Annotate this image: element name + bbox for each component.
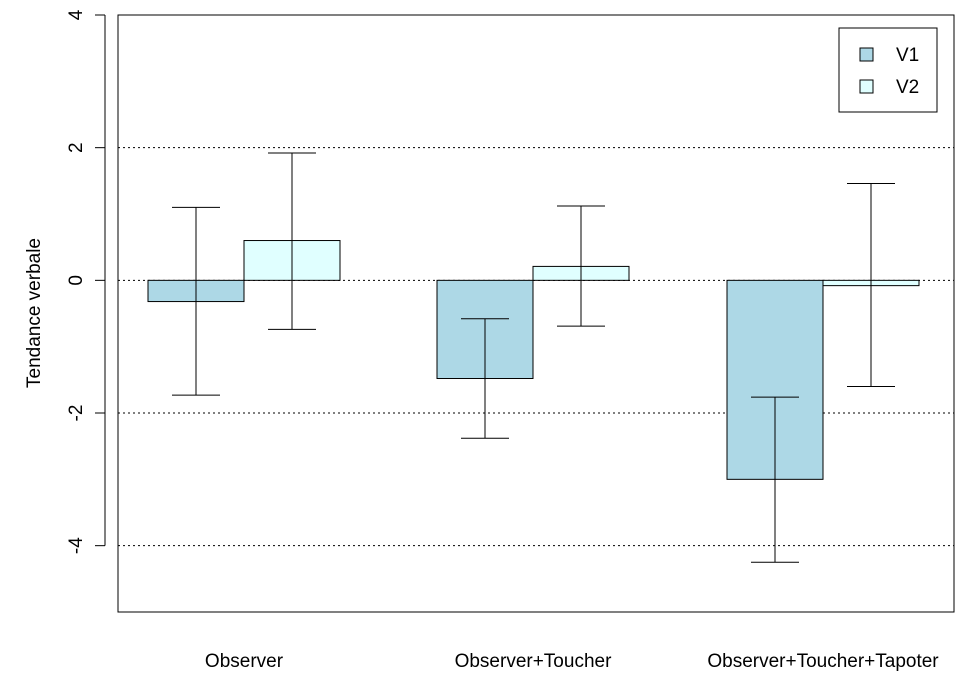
- legend-label-v1: V1: [896, 45, 919, 66]
- error-bars: [172, 152, 895, 563]
- gridlines: [118, 147, 954, 547]
- bars: [147, 240, 920, 480]
- plot-frame: [117, 14, 955, 613]
- legend-label-v2: V2: [896, 77, 919, 98]
- y-tick-label: 4: [66, 9, 87, 20]
- y-tick-label: 2: [66, 142, 87, 153]
- x-category-label: Observer: [205, 651, 284, 672]
- x-category-label: Observer+Toucher: [455, 651, 612, 672]
- legend-swatch-v1: [859, 47, 874, 62]
- legend-box: [838, 27, 938, 113]
- y-tick-label: -2: [66, 405, 87, 422]
- y-axis: -4 -2 0 2 4: [66, 9, 106, 554]
- y-axis-title: Tendance verbale: [24, 238, 45, 388]
- x-category-label: Observer+Toucher+Tapoter: [707, 651, 939, 672]
- legend-swatch-v2: [859, 79, 874, 94]
- y-tick-label: 0: [66, 275, 87, 286]
- legend: V1 V2: [838, 27, 938, 113]
- y-tick-label: -4: [66, 537, 87, 554]
- x-axis-labels: Observer Observer+Toucher Observer+Toucher…: [205, 651, 939, 672]
